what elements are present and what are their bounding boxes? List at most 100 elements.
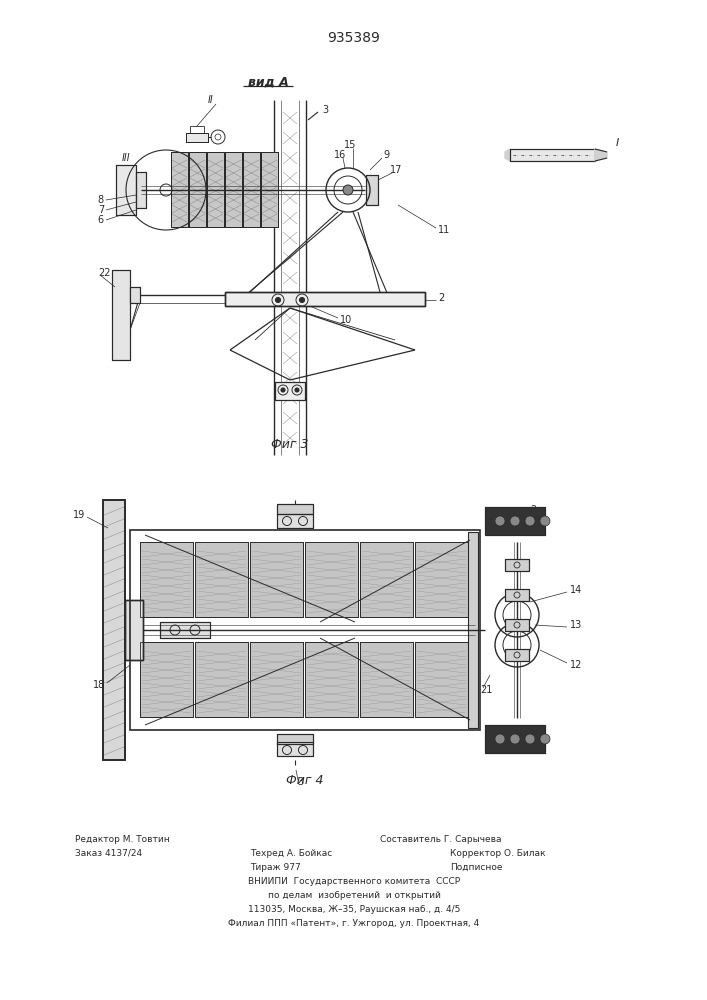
Bar [485, 725, 545, 753]
Text: 3: 3 [322, 105, 328, 115]
Bar [360, 642, 413, 717]
Circle shape [510, 516, 520, 526]
Bar [140, 642, 193, 717]
Text: 15: 15 [344, 140, 356, 150]
Text: 6: 6 [98, 215, 104, 225]
Bar [485, 725, 545, 753]
Bar [250, 542, 303, 617]
Bar [277, 734, 313, 744]
Text: Корректор О. Билак: Корректор О. Билак [450, 849, 546, 858]
Bar [136, 172, 146, 208]
Bar [250, 642, 303, 717]
Bar [195, 642, 248, 717]
Bar [189, 152, 206, 227]
Bar [112, 270, 130, 360]
Bar [305, 642, 358, 717]
Bar [505, 649, 529, 661]
Polygon shape [595, 149, 607, 161]
Bar [277, 742, 313, 756]
Text: Заказ 4137/24: Заказ 4137/24 [75, 849, 142, 858]
Circle shape [281, 388, 285, 392]
Bar [485, 507, 545, 535]
Bar [261, 152, 278, 227]
Bar [130, 287, 140, 303]
Circle shape [343, 185, 353, 195]
Text: 13: 13 [570, 620, 583, 630]
Text: 14: 14 [570, 585, 583, 595]
Text: вид A: вид A [247, 76, 288, 89]
Bar [275, 382, 305, 400]
Bar [171, 152, 188, 227]
Bar [243, 152, 260, 227]
Bar [160, 622, 210, 638]
Bar [250, 642, 303, 717]
Text: 9: 9 [383, 150, 389, 160]
Text: 21: 21 [480, 685, 492, 695]
Bar [225, 292, 425, 306]
Bar [510, 149, 595, 161]
Circle shape [525, 734, 535, 744]
Text: 8: 8 [98, 195, 104, 205]
Polygon shape [505, 149, 510, 161]
Bar [186, 133, 208, 142]
Text: Филиал ППП «Патент», г. Ужгород, ул. Проектная, 4: Филиал ППП «Патент», г. Ужгород, ул. Про… [228, 919, 479, 928]
Bar [505, 559, 529, 571]
Bar [468, 532, 478, 728]
Text: 12: 12 [570, 660, 583, 670]
Text: 3: 3 [297, 777, 303, 787]
Bar [360, 542, 413, 617]
Bar [130, 530, 480, 730]
Bar [415, 542, 468, 617]
Bar [505, 619, 529, 631]
Text: ВНИИПИ  Государственного комитета  СССР: ВНИИПИ Государственного комитета СССР [248, 877, 460, 886]
Bar [186, 133, 208, 142]
Bar [140, 542, 193, 617]
Bar [116, 165, 136, 215]
Bar [366, 175, 378, 205]
Text: 2: 2 [438, 293, 444, 303]
Circle shape [540, 734, 550, 744]
Bar [505, 589, 529, 601]
Text: 2: 2 [530, 505, 536, 515]
Bar [505, 619, 529, 631]
Bar [505, 649, 529, 661]
Text: Тираж 977: Тираж 977 [250, 863, 300, 872]
Bar [250, 542, 303, 617]
Bar [243, 152, 260, 227]
Bar [505, 589, 529, 601]
Circle shape [495, 734, 505, 744]
Circle shape [540, 516, 550, 526]
Bar [130, 287, 140, 303]
Circle shape [300, 298, 305, 302]
Text: 16: 16 [334, 150, 346, 160]
Text: Фиг 4: Фиг 4 [286, 774, 324, 786]
Bar [225, 152, 242, 227]
Bar [140, 542, 193, 617]
Bar [112, 270, 130, 360]
Bar [305, 642, 358, 717]
Bar [277, 504, 313, 514]
Bar [140, 642, 193, 717]
Text: 22: 22 [98, 268, 110, 278]
Bar [275, 382, 305, 400]
Bar [207, 152, 224, 227]
Text: по делам  изобретений  и открытий: по делам изобретений и открытий [267, 891, 440, 900]
Bar [125, 600, 143, 660]
Bar [103, 500, 125, 760]
Bar [125, 600, 143, 660]
Bar [277, 504, 313, 514]
Bar [136, 172, 146, 208]
Text: Составитель Г. Сарычева: Составитель Г. Сарычева [380, 835, 501, 844]
Bar [415, 642, 468, 717]
Text: 11: 11 [438, 225, 450, 235]
Text: 7: 7 [98, 205, 104, 215]
Circle shape [495, 516, 505, 526]
Bar [277, 514, 313, 528]
Text: 935389: 935389 [327, 31, 380, 45]
Bar [415, 542, 468, 617]
Bar [505, 559, 529, 571]
Bar [277, 742, 313, 756]
Bar [277, 734, 313, 744]
Bar [277, 514, 313, 528]
Bar [116, 165, 136, 215]
